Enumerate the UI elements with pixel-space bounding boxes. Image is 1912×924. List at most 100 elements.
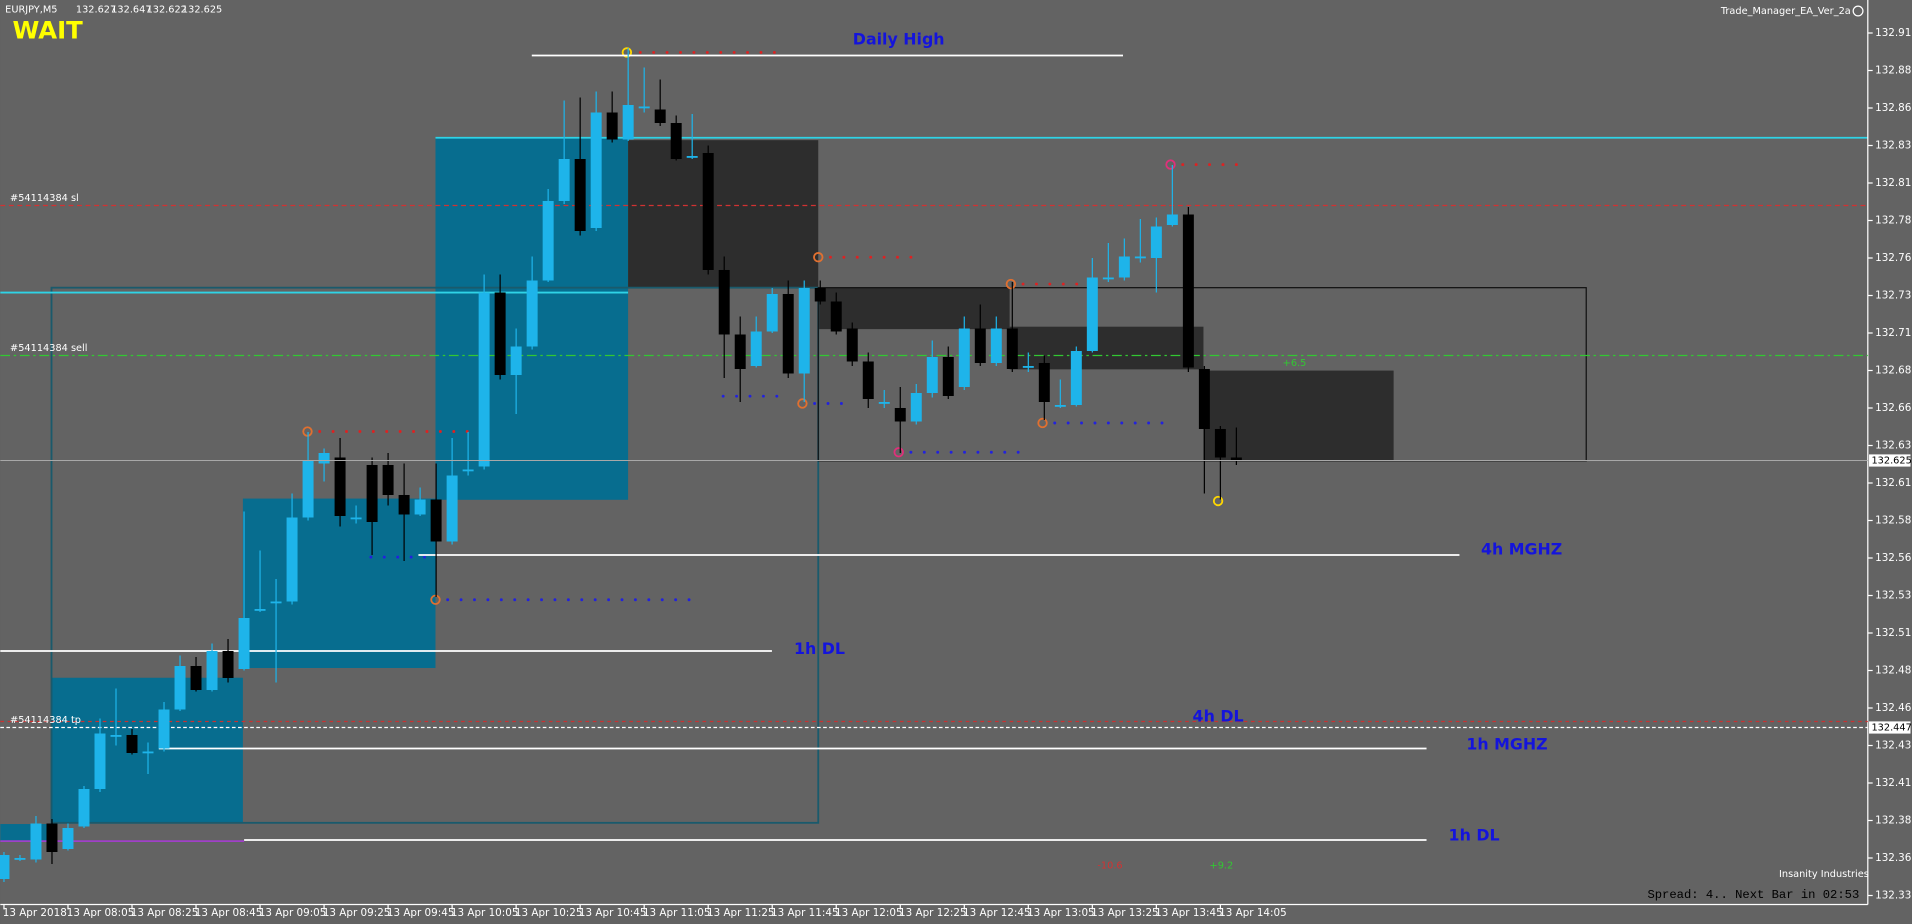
level-label: 1h DL [794,639,845,658]
candle-body [238,617,250,669]
candle-body [958,328,970,387]
profit-label: -10.6 [1097,860,1122,871]
candle-body [302,460,314,518]
signal-dot [425,430,429,433]
signal-dot [1221,163,1225,167]
candle-body [542,200,554,281]
candle-body [366,464,378,522]
y-tick-label: 132.510 [1875,627,1912,639]
candle-body [734,334,746,369]
candle-body [286,517,298,602]
candle-body [1086,277,1098,351]
signal-dot [1080,421,1084,425]
signal-dot [607,598,611,602]
candle-body [558,158,570,201]
signal-dot [909,450,913,454]
x-tick-label: 13 Apr 10:45 [579,907,647,919]
y-tick-label: 132.360 [1875,852,1912,864]
candle-body [526,280,538,347]
x-tick-label: 13 Apr 09:45 [387,907,455,919]
symbol: EURJPY,M5 [5,5,57,16]
y-tick-label: 132.335 [1875,889,1912,901]
candle-body [1198,368,1210,429]
level-label: 1h MGHZ [1466,734,1547,753]
signal-marker [1212,495,1224,507]
candle-body [334,457,346,516]
signal-dot [358,430,362,433]
signal-marker [1165,159,1176,170]
signal-dot [1048,282,1052,286]
signal-dot [526,598,530,602]
candle-body [798,287,810,374]
signal-dot [869,255,873,259]
signal-dot [1061,282,1065,286]
signal-dot [438,430,442,433]
price-tag [1869,721,1911,734]
candle-body [350,517,362,520]
signal-dot [1120,421,1124,425]
candle-body [1054,404,1066,407]
x-tick-label: 13 Apr 08:05 [67,907,135,919]
zone [628,140,819,288]
candle-body [846,328,858,362]
candle-body [1150,226,1162,258]
signal-dot [687,598,691,602]
signal-dot [705,50,709,54]
candle-body [702,152,714,270]
candle-body [606,112,618,140]
candle-body [1118,256,1130,278]
header-ohlc: 132.647 [111,5,151,16]
signal-dot [826,402,830,405]
x-tick-label: 13 Apr 11:05 [643,907,711,919]
signal-dot [473,598,476,602]
price-tag-label: 132.625 [1871,455,1911,466]
signal-dot [719,50,723,54]
close-icon[interactable] [1852,5,1864,17]
signal-marker [893,447,904,458]
candle-body [1038,362,1050,402]
candle-body [78,788,90,827]
signal-dot [446,598,450,602]
signal-dot [1021,282,1025,286]
y-tick-label: 132.485 [1875,664,1912,676]
candle-body [414,499,426,515]
header-ohlc: 132.622 [147,5,187,16]
signal-marker [1037,417,1048,429]
x-tick-label: 13 Apr 09:05 [259,907,327,919]
signal-dot [382,555,386,559]
x-tick-label: 13 Apr 12:05 [835,907,903,919]
candle-body [862,361,874,399]
candle-body [462,469,474,472]
signal-dot [855,255,859,259]
candle-body [1214,428,1226,458]
y-tick-label: 132.735 [1875,289,1912,301]
ea-name: Trade_Manager_EA_Ver_2a [1720,6,1851,17]
signal-dot [665,50,669,54]
candle-body [190,665,202,690]
candle-body [878,401,890,404]
candle-body [62,827,74,849]
x-tick-label: 13 Apr 08:25 [131,907,199,919]
x-tick-label: 13 Apr 10:05 [451,907,519,919]
candle-body [174,665,186,710]
candle-body [14,857,26,860]
candle-body [670,122,682,159]
x-tick-label: 13 Apr 08:45 [195,907,263,919]
candle-body [638,106,650,109]
zone [1203,370,1394,461]
signal-dot [398,430,402,433]
logo: Insanity Industries [1779,869,1869,880]
x-tick-label: 13 Apr 11:45 [771,907,839,919]
candle-body [1070,350,1082,405]
y-tick-label: 132.585 [1875,514,1912,526]
signal-dot [759,50,763,54]
signal-dot [1181,163,1185,167]
signal-dot [1053,421,1057,425]
signal-dot [580,598,584,602]
signal-dot [679,50,682,54]
signal-dot [748,394,752,398]
zone [0,824,52,842]
signal-dot [1034,282,1038,286]
candle-body [782,293,794,374]
